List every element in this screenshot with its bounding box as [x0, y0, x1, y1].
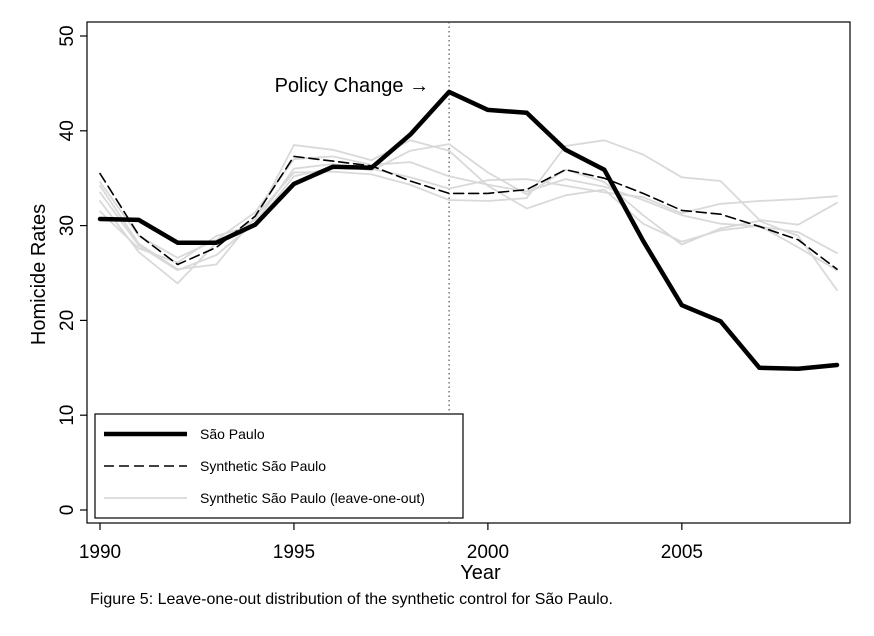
x-tick-label: 1995	[273, 542, 315, 563]
legend-label-0: São Paulo	[200, 426, 265, 442]
series-line-2	[99, 155, 838, 259]
series-line-6	[99, 166, 838, 264]
series-line-0	[97, 89, 840, 371]
legend-label-1: Synthetic São Paulo	[200, 458, 326, 474]
x-axis-title: Year	[460, 562, 501, 584]
y-axis-title: Homicide Rates	[28, 204, 50, 345]
y-tick-label: 40	[57, 120, 78, 141]
y-tick-label: 30	[57, 215, 78, 236]
series-line-1	[99, 155, 838, 271]
series-line-5	[99, 139, 838, 271]
x-tick-label: 1990	[79, 542, 121, 563]
y-tick-label: 50	[57, 25, 78, 46]
plot-frame	[86, 21, 851, 524]
y-tick-label: 20	[57, 310, 78, 331]
y-tick-label: 10	[57, 405, 78, 426]
legend-label-2: Synthetic São Paulo (leave-one-out)	[200, 490, 425, 506]
policy-change-annotation: Policy Change →	[275, 75, 430, 97]
figure-caption: Figure 5: Leave-one-out distribution of …	[90, 591, 613, 608]
series-line-3	[99, 143, 838, 292]
x-tick-label: 2000	[467, 542, 509, 563]
x-tick-label: 2005	[661, 542, 703, 563]
y-tick-label: 0	[57, 505, 78, 516]
series-line-4	[99, 139, 838, 285]
